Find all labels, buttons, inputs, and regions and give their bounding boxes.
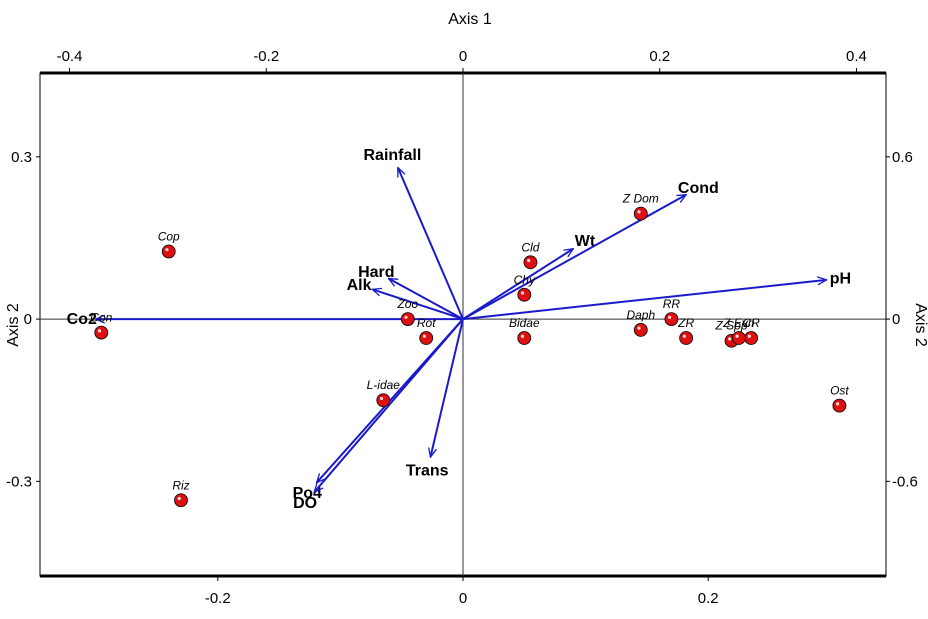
vector-do xyxy=(314,318,464,492)
point-zoo xyxy=(400,312,415,326)
point-highlight-z-evn xyxy=(735,334,739,338)
vector-trans xyxy=(430,318,464,457)
point-label-rr: RR xyxy=(663,297,681,311)
point-label-zr: ZR xyxy=(677,316,694,330)
right-tick-label: -0.6 xyxy=(892,473,918,490)
point-rr xyxy=(664,312,679,326)
point-label-rot: Rot xyxy=(417,316,436,330)
point-label-daph: Daph xyxy=(626,308,655,322)
point-label-cop: Cop xyxy=(158,229,180,243)
point-highlight-con xyxy=(97,329,102,333)
vector-label-hard: Hard xyxy=(358,264,394,281)
tick-labels: -0.4 -0.2 0 0.2 0.4 -0.2 0 0.2 0.3 0 -0.3 0.6 0 -0.6 xyxy=(6,48,918,607)
vector-label-trans: Trans xyxy=(406,463,449,480)
top-tick-label: -0.2 xyxy=(253,48,279,65)
top-tick-label: -0.4 xyxy=(57,48,83,65)
point-label-chy: Chy xyxy=(514,273,536,287)
vector-label-ph: pH xyxy=(830,270,851,287)
vector-label-alk: Alk xyxy=(347,277,372,294)
axis1-title: Axis 1 xyxy=(448,11,492,28)
point-chy xyxy=(517,287,532,302)
point-highlight-ost xyxy=(836,402,840,406)
right-tick-label: 0.6 xyxy=(892,149,913,166)
vector-cond xyxy=(462,193,686,320)
vector-label-rainfall: Rainfall xyxy=(363,147,421,164)
point-label-riz: Riz xyxy=(172,478,189,492)
point-highlight-rr xyxy=(668,315,672,319)
point-label-z-evn: Z Evn xyxy=(722,316,755,330)
vector-label-do: DO xyxy=(293,495,317,512)
left-tick-label: 0.3 xyxy=(11,149,32,166)
point-highlight-riz xyxy=(177,496,181,501)
point-con xyxy=(94,325,109,340)
species-points: Cop Con Riz Zoo Rot L-idae Cld Chy Bidae Z Dom RR D… xyxy=(90,192,849,508)
point-rot xyxy=(419,331,434,345)
point-cop xyxy=(161,244,176,259)
vector-label-cond: Cond xyxy=(678,180,719,197)
point-riz xyxy=(174,493,188,508)
point-label-con: Con xyxy=(90,311,112,325)
point-highlight-chy xyxy=(520,291,525,295)
vector-label-wt: Wt xyxy=(575,233,596,250)
axis2-left-title: Axis 2 xyxy=(5,303,22,347)
top-tick-label: 0.2 xyxy=(649,48,670,65)
top-tick-label: 0 xyxy=(459,48,467,65)
point-highlight-zoo xyxy=(404,315,408,319)
point-highlight-cld xyxy=(527,258,531,263)
point-cld xyxy=(523,255,538,270)
top-tick-label: 0.4 xyxy=(846,48,867,65)
point-highlight-z-spp xyxy=(728,337,732,341)
point-z-evn xyxy=(731,331,746,345)
vector-label-co2: Co2 xyxy=(67,311,97,328)
vector-wt xyxy=(462,249,573,320)
point-label-z-dom: Z Dom xyxy=(622,192,659,206)
point-highlight-cr xyxy=(747,334,751,338)
point-cr xyxy=(744,331,759,345)
vector-hard xyxy=(389,277,464,320)
point-label-l-idae: L-idae xyxy=(367,378,401,392)
point-label-cr: CR xyxy=(742,316,760,330)
bottom-tick-label: -0.2 xyxy=(205,590,231,607)
point-zr xyxy=(679,331,694,345)
bottom-tick-label: 0.2 xyxy=(698,590,719,607)
point-l-idae xyxy=(376,393,391,408)
point-ost xyxy=(832,398,847,413)
point-label-z-spp: Z Spp xyxy=(715,319,748,333)
point-highlight-daph xyxy=(637,326,641,330)
bottom-tick-label: 0 xyxy=(459,590,467,607)
vector-ph xyxy=(462,280,827,321)
point-highlight-zr xyxy=(682,334,686,338)
axis2-right-title: Axis 2 xyxy=(912,303,928,347)
point-label-bidae: Bidae xyxy=(509,316,540,330)
point-label-ost: Ost xyxy=(830,384,849,398)
point-label-zoo: Zoo xyxy=(396,297,418,311)
left-tick-label: 0 xyxy=(24,311,32,328)
vector-rainfall xyxy=(397,168,464,320)
point-highlight-bidae xyxy=(520,334,525,338)
left-tick-label: -0.3 xyxy=(6,473,32,490)
point-highlight-z-dom xyxy=(637,210,641,214)
point-label-cld: Cld xyxy=(521,240,539,254)
point-daph xyxy=(633,323,648,337)
right-tick-label: 0 xyxy=(892,311,900,328)
point-z-dom xyxy=(633,206,648,221)
vector-alk xyxy=(372,289,464,321)
point-bidae xyxy=(517,331,532,345)
point-highlight-cop xyxy=(165,248,169,252)
point-highlight-rot xyxy=(422,334,427,338)
point-highlight-l-idae xyxy=(379,396,384,401)
